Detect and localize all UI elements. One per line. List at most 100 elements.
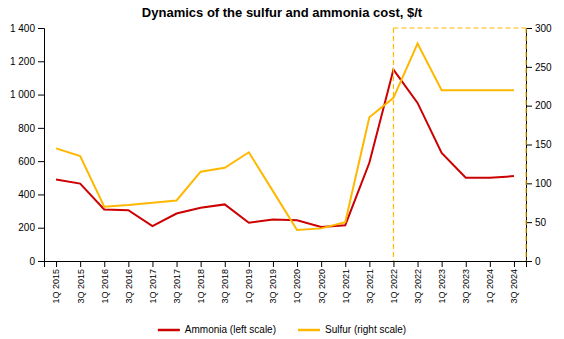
legend-item: Ammonia (left scale): [158, 324, 276, 335]
x-axis-tick: 1Q 2016: [100, 261, 110, 304]
y2-axis-tick-label: 100: [535, 178, 552, 189]
y-axis-tick-label: 0: [29, 256, 35, 267]
x-axis-tick: 1Q 2015: [51, 261, 61, 304]
x-axis: 1Q 2015 3Q 2015 1Q 2016 3Q 2016 1Q 2017 3Q 20…: [45, 261, 527, 304]
y-axis-tick-mark: [38, 95, 44, 96]
series-line: [56, 44, 514, 230]
y2-axis-line: [527, 29, 533, 262]
x-axis-tick-label: 3Q 2016: [124, 269, 134, 304]
y2-axis-tick: 150: [526, 139, 552, 150]
x-axis-tick: 1Q 2017: [148, 261, 158, 304]
y2-axis-tick-mark: [526, 183, 532, 184]
legend-swatch: [298, 329, 320, 332]
x-axis-tick-mark: [80, 261, 81, 267]
legend-item: Sulfur (right scale): [298, 324, 406, 335]
x-axis-tick: 3Q 2020: [317, 261, 327, 304]
highlight-box: [393, 28, 526, 261]
legend-label: Ammonia (left scale): [185, 324, 276, 335]
x-axis-tick-mark: [514, 261, 515, 267]
x-axis-tick-label: 3Q 2015: [76, 269, 86, 304]
x-axis-tick-mark: [321, 261, 322, 267]
box-top: [393, 27, 526, 28]
x-axis-tick-label: 3Q 2018: [220, 269, 230, 304]
x-axis-tick-label: 1Q 2016: [100, 269, 110, 304]
y2-axis-tick-label: 300: [535, 23, 552, 34]
y2-axis-tick: 0: [526, 256, 541, 267]
x-axis-tick-mark: [466, 261, 467, 267]
x-axis-tick: 1Q 2020: [292, 261, 302, 304]
y-axis-tick-label: 1 400: [10, 23, 35, 34]
x-axis-tick-label: 1Q 2019: [244, 269, 254, 304]
y2-axis-tick-mark: [526, 28, 532, 29]
x-axis-tick-label: 3Q 2017: [172, 269, 182, 304]
x-axis-tick: 3Q 2022: [413, 261, 423, 304]
x-axis-tick-mark: [56, 261, 57, 267]
x-axis-line: [45, 262, 527, 268]
x-axis-tick-mark: [418, 261, 419, 267]
x-axis-tick-label: 3Q 2020: [317, 269, 327, 304]
title: Dynamics of the sulfur and ammonia cost,…: [142, 5, 423, 20]
y-axis-tick-label: 600: [18, 156, 35, 167]
y2-axis-tick-label: 200: [535, 100, 552, 111]
x-axis-tick: 3Q 2024: [509, 261, 519, 304]
x-axis-tick-label: 1Q 2024: [485, 269, 495, 304]
x-axis-tick-label: 3Q 2024: [509, 269, 519, 304]
y-axis-tick-mark: [38, 28, 44, 29]
x-axis-tick-mark: [201, 261, 202, 267]
y-axis-tick-mark: [38, 128, 44, 129]
x-axis-tick-mark: [177, 261, 178, 267]
y-axis-tick-mark: [38, 61, 44, 62]
y2-axis-tick-label: 150: [535, 139, 552, 150]
x-axis-tick: 1Q 2021: [341, 261, 351, 304]
y2-axis-tick-mark: [526, 261, 532, 262]
box-right: [525, 28, 526, 261]
x-axis-tick-label: 1Q 2020: [292, 269, 302, 304]
x-axis-tick-mark: [490, 261, 491, 267]
y-axis-tick-label: 1 200: [10, 56, 35, 67]
y-axis-tick-mark: [38, 228, 44, 229]
y-axis-tick-label: 200: [18, 222, 35, 233]
x-axis-tick-mark: [442, 261, 443, 267]
x-axis-tick: 1Q 2019: [244, 261, 254, 304]
x-axis-tick-mark: [225, 261, 226, 267]
x-axis-tick: 3Q 2016: [124, 261, 134, 304]
x-axis-tick-label: 3Q 2021: [365, 269, 375, 304]
x-axis-tick-mark: [104, 261, 105, 267]
y-axis-tick: 0: [29, 256, 44, 267]
x-axis-tick-mark: [297, 261, 298, 267]
y-axis-tick-mark: [38, 194, 44, 195]
y-axis-tick: 200: [18, 222, 44, 233]
y-axis-tick-label: 400: [18, 189, 35, 200]
legend: Ammonia (left scale) Sulfur (right scale): [158, 324, 406, 335]
x-axis-tick: 3Q 2015: [76, 261, 86, 304]
x-axis-tick-label: 1Q 2015: [51, 269, 61, 304]
x-axis-tick-label: 3Q 2019: [268, 269, 278, 304]
x-axis-tick-mark: [152, 261, 153, 267]
y2-axis-tick-label: 250: [535, 62, 552, 73]
y2-axis-tick: 200: [526, 100, 552, 111]
x-axis-tick: 1Q 2022: [389, 261, 399, 304]
x-axis-tick-mark: [345, 261, 346, 267]
y-axis-tick: 1 000: [10, 89, 44, 100]
y2-axis-tick-label: 0: [535, 256, 541, 267]
y2-axis-tick-mark: [526, 106, 532, 107]
chart: 1Q 2015 3Q 2015 1Q 2016 3Q 2016 1Q 2017 3Q 20…: [0, 0, 564, 339]
y2-axis-tick: 50: [526, 217, 547, 228]
x-axis-tick-label: 1Q 2023: [437, 269, 447, 304]
x-axis-tick: 1Q 2023: [437, 261, 447, 304]
y2-axis: 0 50 100 150 200 250 300: [526, 23, 552, 267]
x-axis-tick: 3Q 2023: [461, 261, 471, 304]
x-axis-tick-label: 1Q 2017: [148, 269, 158, 304]
y-axis: 0 200 400 600 800 1 000 1 200 1 400: [10, 23, 45, 267]
legend-label: Sulfur (right scale): [325, 324, 406, 335]
y2-axis-tick: 250: [526, 62, 552, 73]
y-axis-tick: 800: [18, 123, 44, 134]
y-axis-line: [38, 29, 45, 262]
x-axis-tick-label: 1Q 2018: [196, 269, 206, 304]
series-line: [56, 70, 514, 227]
y-axis-tick: 400: [18, 189, 44, 200]
x-axis-tick-mark: [393, 261, 394, 267]
legend-swatch: [158, 329, 180, 332]
y-axis-tick-label: 1 000: [10, 89, 35, 100]
y-axis-tick: 1 400: [10, 23, 44, 34]
